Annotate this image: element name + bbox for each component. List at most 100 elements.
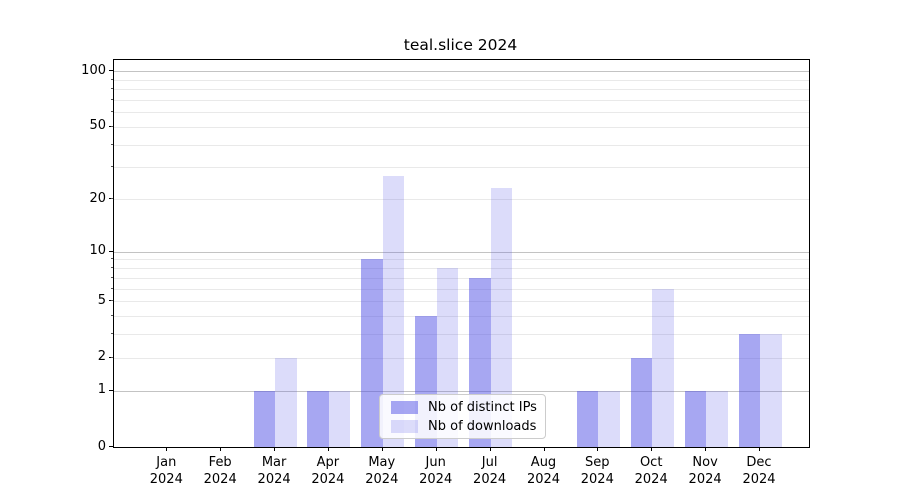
y-minor-tick-mark <box>111 333 113 335</box>
y-tick-label: 50 <box>89 118 106 134</box>
bar-downloads <box>598 390 620 447</box>
x-tick-year: 2024 <box>634 472 668 487</box>
gridline-minor <box>114 334 809 336</box>
gridline-minor <box>114 357 809 359</box>
bar-distinct-ips <box>253 390 276 447</box>
bar-downloads <box>706 390 728 447</box>
bar-downloads <box>490 188 513 447</box>
gridline-minor <box>114 315 809 317</box>
gridline-major <box>114 251 809 253</box>
y-minor-tick-mark <box>111 98 113 100</box>
bar-distinct-ips <box>684 390 707 447</box>
y-minor-tick-mark <box>111 314 113 316</box>
gridline-minor <box>114 167 809 169</box>
y-minor-tick-mark <box>111 78 113 80</box>
legend: Nb of distinct IPs Nb of downloads <box>379 394 546 439</box>
bar-distinct-ips <box>307 390 329 447</box>
x-tick-year: 2024 <box>419 472 453 487</box>
y-minor-tick-mark <box>111 88 113 89</box>
x-tick-month: Jan <box>156 455 177 470</box>
y-minor-tick-mark <box>111 258 113 260</box>
x-tick-label: Mar 2024 <box>258 454 291 488</box>
x-tick-year: 2024 <box>580 472 614 487</box>
gridline-minor <box>114 301 809 302</box>
x-tick-month: Apr <box>316 455 340 470</box>
x-tick-label: Oct 2024 <box>635 454 668 488</box>
x-tick-month: Jul <box>481 455 498 470</box>
y-tick-mark <box>109 446 113 447</box>
y-minor-tick-mark <box>111 287 113 289</box>
x-tick-label: Jul 2024 <box>473 454 506 488</box>
x-tick-label: Apr 2024 <box>311 454 344 488</box>
x-tick-year: 2024 <box>473 472 507 487</box>
y-tick-label: 2 <box>97 349 106 364</box>
x-tick-mark <box>327 447 329 451</box>
gridline-major <box>114 390 809 392</box>
x-tick-month: Aug <box>530 455 557 470</box>
x-tick-year: 2024 <box>742 472 776 487</box>
x-tick-month: Mar <box>261 455 287 470</box>
x-tick-mark <box>435 447 437 451</box>
y-tick-label: 5 <box>97 292 106 308</box>
bar-distinct-ips <box>361 259 383 447</box>
x-tick-mark <box>381 447 383 451</box>
x-tick-month: Jun <box>425 455 446 470</box>
x-tick-month: Feb <box>208 455 232 470</box>
y-tick-label: 20 <box>89 190 106 206</box>
y-minor-tick-mark <box>111 300 113 301</box>
legend-item-downloads: Nb of downloads <box>391 419 545 434</box>
gridline-minor <box>114 259 809 261</box>
x-tick-mark <box>705 447 707 451</box>
x-tick-year: 2024 <box>526 472 561 487</box>
bar-downloads <box>328 390 351 447</box>
y-minor-tick-mark <box>111 143 113 145</box>
legend-label-downloads: Nb of downloads <box>428 418 537 434</box>
legend-label-distinct-ips: Nb of distinct IPs <box>428 399 537 415</box>
y-tick-mark <box>109 250 113 252</box>
x-tick-label: May 2024 <box>365 454 398 488</box>
x-tick-year: 2024 <box>365 472 399 487</box>
gridline-major <box>114 71 809 72</box>
x-tick-year: 2024 <box>203 472 237 487</box>
bar-downloads <box>382 175 405 447</box>
legend-swatch-distinct-ips <box>391 400 418 414</box>
y-minor-tick-mark <box>111 166 113 168</box>
x-tick-label: Jan 2024 <box>150 454 183 488</box>
x-tick-label: Feb 2024 <box>204 454 237 488</box>
gridline-minor <box>114 79 809 81</box>
x-tick-year: 2024 <box>149 472 183 487</box>
x-tick-label: Jun 2024 <box>419 454 452 488</box>
gridline-minor <box>114 277 809 279</box>
bar-downloads <box>652 288 674 447</box>
y-minor-tick-mark <box>111 356 113 358</box>
bar-distinct-ips <box>738 334 760 447</box>
y-minor-tick-mark <box>111 276 113 278</box>
x-tick-mark <box>651 447 653 451</box>
gridline-minor <box>114 112 809 114</box>
x-tick-month: Dec <box>746 455 772 470</box>
y-minor-tick-mark <box>111 111 113 113</box>
x-tick-label: Sep 2024 <box>581 454 614 488</box>
x-tick-month: May <box>368 455 396 470</box>
x-tick-mark <box>543 447 545 451</box>
x-tick-year: 2024 <box>688 472 722 487</box>
x-tick-month: Sep <box>585 455 610 470</box>
x-tick-label: Aug 2024 <box>527 454 560 488</box>
bar-distinct-ips <box>630 357 653 447</box>
y-tick-label: 1 <box>97 382 106 397</box>
y-tick-label: 10 <box>89 243 106 259</box>
bar-distinct-ips <box>576 390 599 447</box>
y-minor-tick-mark <box>111 125 113 127</box>
bar-downloads <box>760 334 782 447</box>
y-minor-tick-mark <box>111 198 113 199</box>
x-tick-year: 2024 <box>311 472 345 487</box>
legend-swatch-downloads <box>391 419 418 433</box>
gridline-minor <box>114 126 809 128</box>
y-minor-tick-mark <box>111 267 113 268</box>
x-tick-month: Nov <box>692 455 718 470</box>
plot-area: Nb of distinct IPs Nb of downloads <box>113 59 810 448</box>
x-tick-mark <box>759 447 760 451</box>
x-tick-mark <box>220 447 222 451</box>
x-tick-month: Oct <box>639 455 663 470</box>
